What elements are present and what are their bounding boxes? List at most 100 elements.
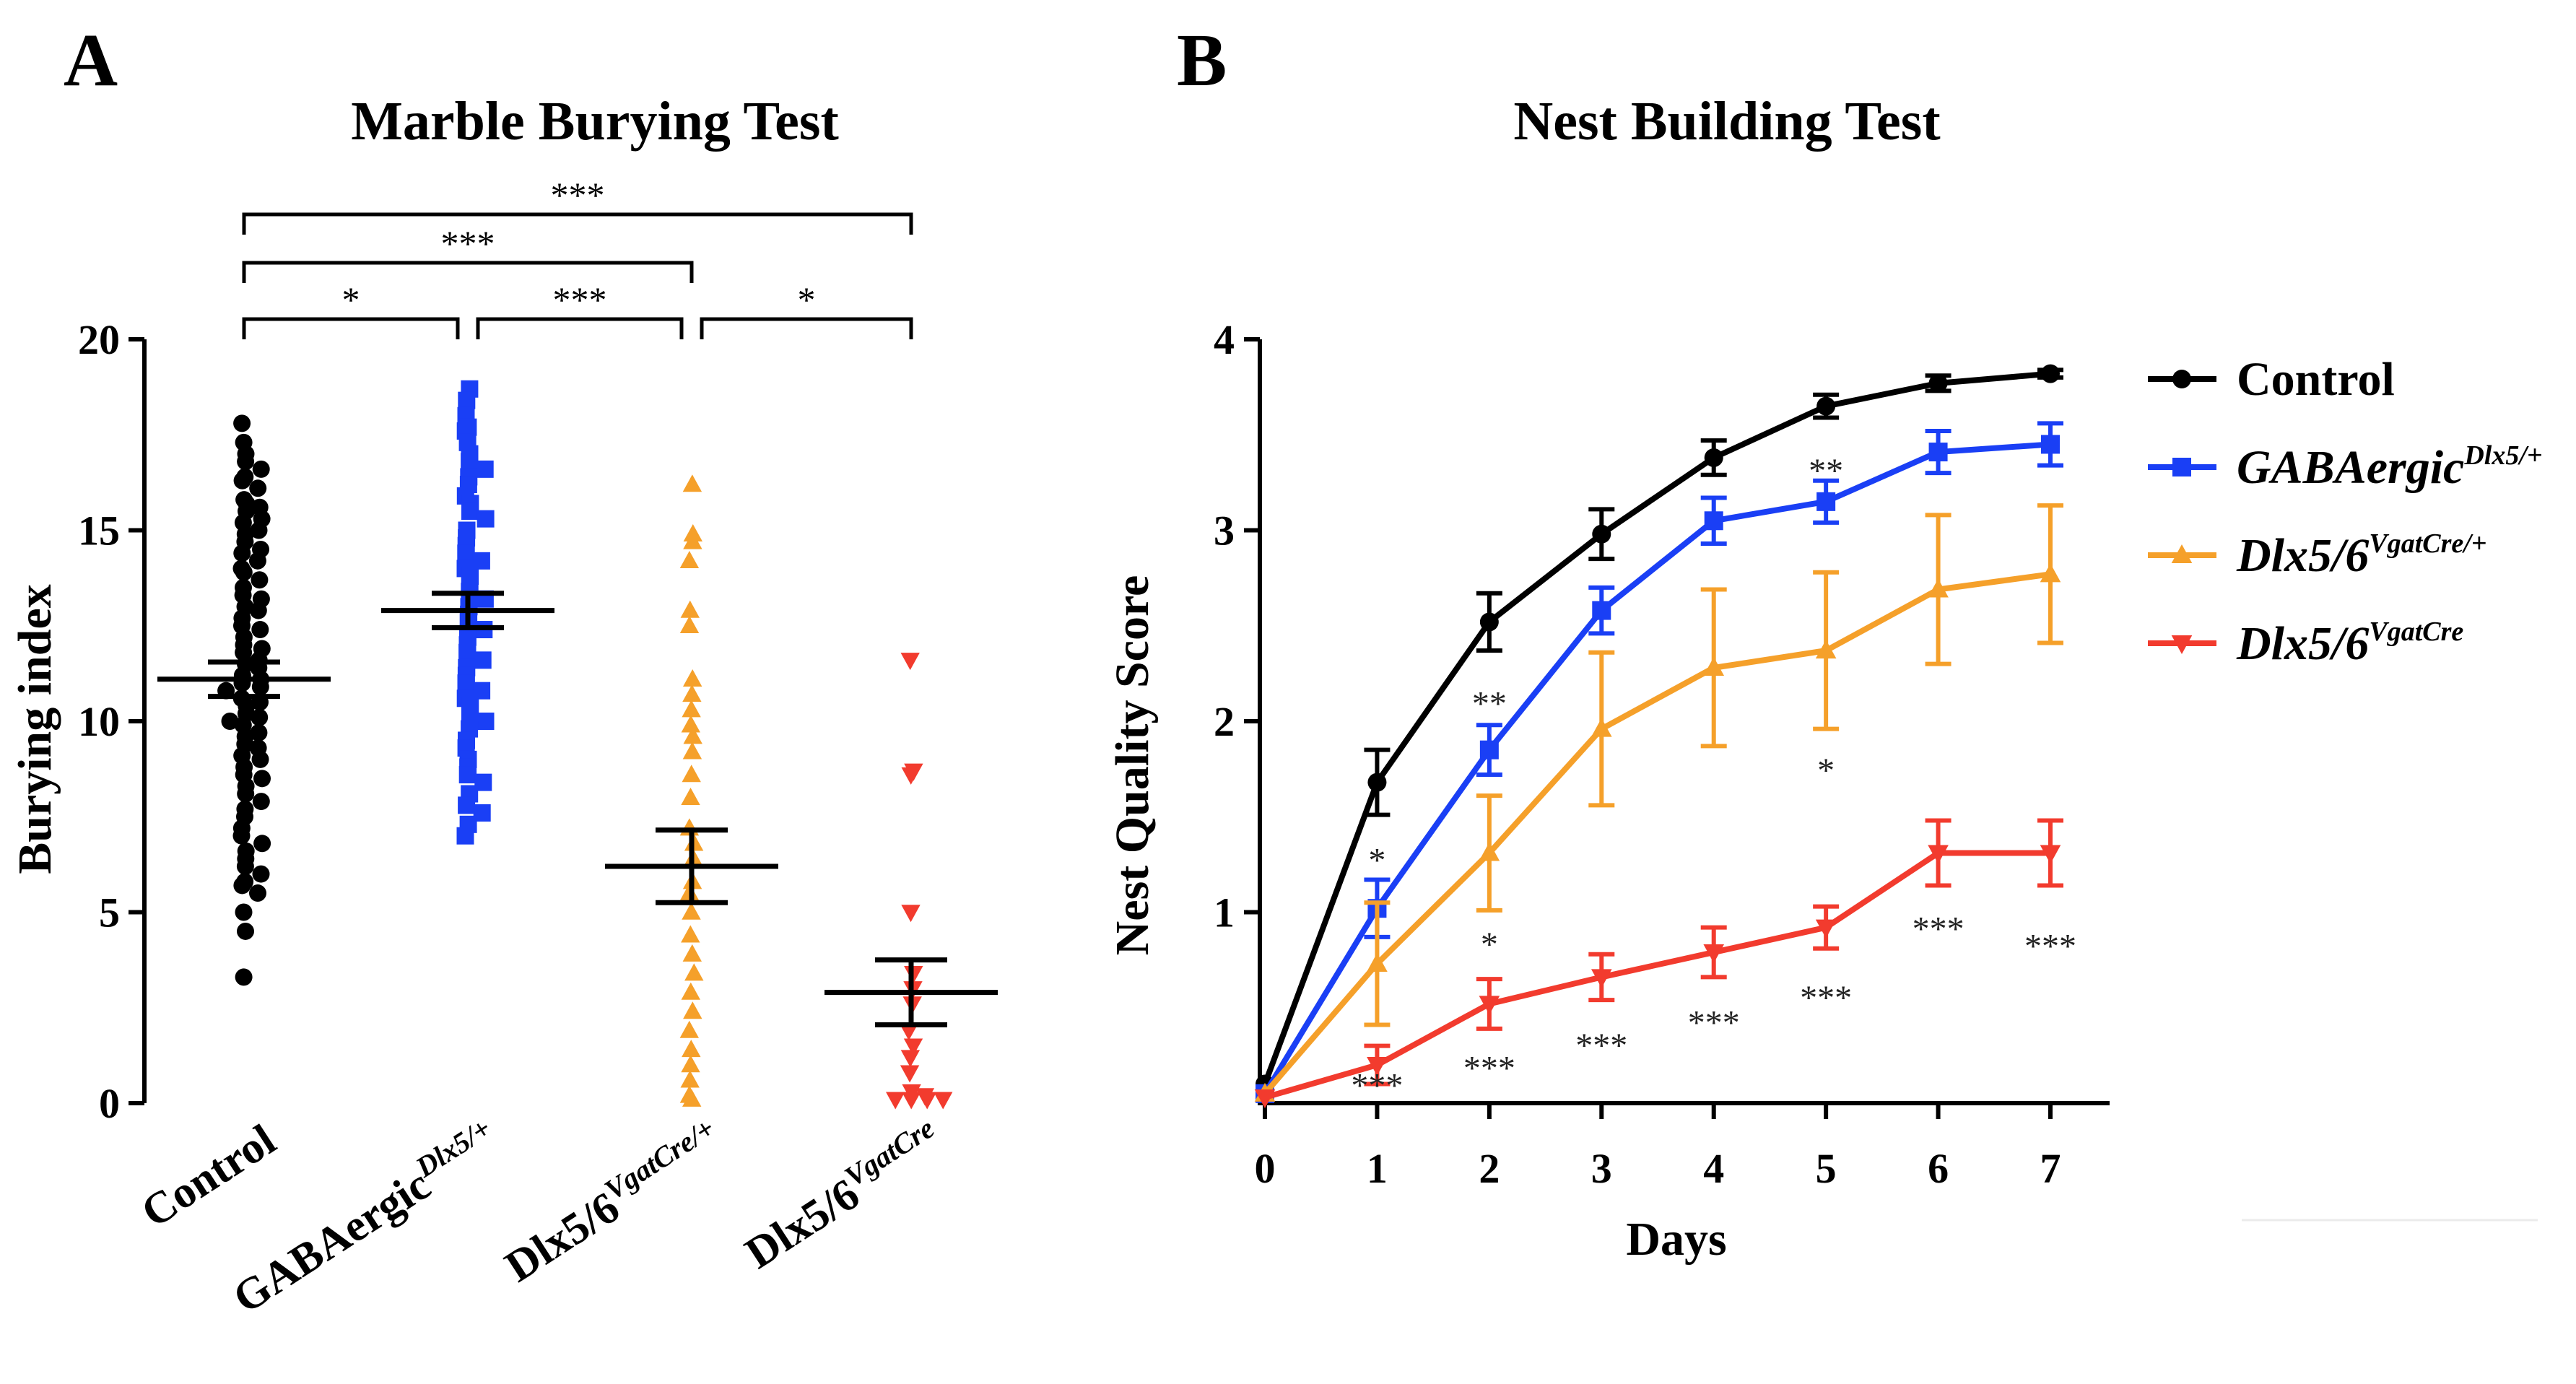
panel-a-data-point [251, 678, 269, 696]
panel-a-significance-label: *** [441, 223, 495, 264]
panel-a-y-tick-label: 5 [99, 889, 120, 936]
panel-a-data-point [682, 902, 701, 920]
panel-a-data-point [901, 905, 921, 923]
panel-a-data-point [461, 705, 479, 723]
panel-b-significance-label: *** [1351, 1067, 1403, 1105]
panel-a-data-point [252, 865, 270, 883]
panel-b-significance-label: * [1481, 926, 1498, 964]
panel-a-significance-label: *** [551, 175, 605, 215]
panel-a-y-tick-label: 20 [78, 316, 120, 363]
panel-a-data-point [237, 922, 254, 940]
panel-b-significance-label: * [1817, 752, 1835, 790]
panel-b-nest-building: B Nest Building Test Nest Quality Score … [1106, 19, 2543, 1266]
panel-a-data-point [251, 708, 269, 726]
panel-b-data-point [1928, 443, 1948, 462]
panel-b-data-point [1928, 578, 1949, 598]
panel-b-data-point [1704, 448, 1723, 467]
panel-b-data-point [1928, 373, 1948, 393]
panel-a-data-point [679, 1020, 699, 1038]
panel-a-significance-bracket [700, 317, 913, 339]
panel-a-data-point [681, 715, 700, 733]
panel-a-data-point [250, 723, 268, 741]
panel-b-data-point [1592, 601, 1611, 620]
panel-b-title: Nest Building Test [1513, 91, 1940, 152]
panel-b-x-tick-label: 4 [1703, 1145, 1724, 1192]
panel-a-data-point [934, 1092, 953, 1110]
panel-a-x-category-label: Dlx5/6VgatCre/+ [495, 1112, 732, 1292]
panel-a-data-point [251, 621, 269, 639]
panel-b-legend-marker [2172, 458, 2191, 476]
panel-a-data-point [461, 453, 479, 471]
panel-a-data-point [684, 963, 704, 981]
panel-b-data-point [1367, 952, 1388, 972]
panel-a-title: Marble Burying Test [351, 91, 839, 152]
panel-b-significance-label: ** [1472, 685, 1507, 723]
panel-a-data-point [249, 479, 267, 497]
panel-a-data-point [681, 788, 700, 805]
panel-a-data-point [682, 765, 701, 783]
panel-a-data-point [458, 796, 476, 814]
panel-b-x-tick-label: 3 [1591, 1145, 1612, 1192]
panel-a-data-point [679, 615, 700, 633]
panel-a-data-point [233, 471, 251, 489]
panel-a-data-point [253, 835, 271, 853]
panel-a-data-point [900, 1065, 920, 1083]
panel-a-data-point [458, 391, 476, 409]
panel-a-y-axis-title: Burying index [9, 584, 61, 874]
panel-b-series-line [1262, 571, 2051, 1096]
panel-a-data-point [682, 684, 702, 702]
panel-b-legend-marker [2171, 544, 2193, 564]
panel-a-data-point [251, 750, 269, 768]
panel-a-data-point [458, 766, 477, 784]
panel-b-significance-label: *** [1800, 979, 1852, 1017]
panel-b-x-tick-label: 2 [1479, 1145, 1500, 1192]
panel-b-legend-label: Control [2237, 353, 2395, 406]
panel-b-y-axis-title: Nest Quality Score [1106, 575, 1159, 956]
panel-b-x-tick-label: 6 [1928, 1145, 1949, 1192]
panel-b-significance-label: * [1368, 841, 1385, 879]
panel-a-data-point [249, 601, 267, 619]
panel-b-legend-label: Dlx5/6VgatCre [2236, 617, 2463, 670]
panel-a-data-point [461, 502, 479, 521]
panel-b-series-line [1263, 850, 2050, 1100]
panel-a-data-point [903, 1038, 923, 1056]
panel-a-data-point [683, 669, 702, 687]
panel-a-significance-label: * [342, 279, 360, 320]
panel-a-x-category-label: Dlx5/6VgatCre [734, 1112, 951, 1279]
panel-b-legend-marker [2171, 635, 2193, 654]
panel-b-legend-label: Dlx5/6VgatCre/+ [2236, 528, 2486, 582]
panel-b-significance-label: *** [1913, 910, 1964, 949]
panel-a-data-point [456, 827, 474, 845]
panel-a-data-point [899, 1023, 918, 1041]
panel-a-data-point [472, 552, 490, 570]
panel-a-data-point [236, 858, 254, 876]
panel-b-data-point [1479, 842, 1500, 861]
panel-b-data-point [2040, 563, 2061, 583]
panel-a-data-point [252, 793, 270, 811]
panel-b-data-point [1479, 740, 1499, 760]
panel-a-data-point [886, 1092, 905, 1110]
panel-a-significance-label: * [798, 279, 816, 320]
panel-a-data-point [457, 544, 475, 562]
panel-a-data-point [248, 552, 266, 570]
panel-b-significance-label: ** [1809, 452, 1843, 490]
panel-a-data-point [681, 1055, 700, 1073]
panel-a-data-point [476, 460, 494, 478]
panel-a-y-tick-label: 15 [78, 508, 120, 554]
panel-a-data-point [918, 1092, 937, 1110]
panel-b-significance-label: *** [1575, 1027, 1627, 1065]
panel-a-significance-bracket [242, 212, 913, 235]
panel-b-data-point [1928, 845, 1949, 864]
panel-b-data-point [1703, 944, 1725, 963]
panel-a-data-point [235, 903, 253, 921]
panel-a-letter: A [64, 19, 118, 102]
panel-a-data-point [683, 1001, 702, 1019]
panel-a-data-point [233, 544, 251, 562]
panel-b-letter: B [1177, 19, 1227, 102]
panel-b-data-point [1479, 612, 1499, 632]
panel-a-data-point [237, 453, 255, 471]
panel-b-data-point [1254, 1089, 1276, 1109]
panel-b-y-tick-label: 3 [1214, 508, 1235, 554]
panel-b-data-point [1367, 1057, 1388, 1076]
